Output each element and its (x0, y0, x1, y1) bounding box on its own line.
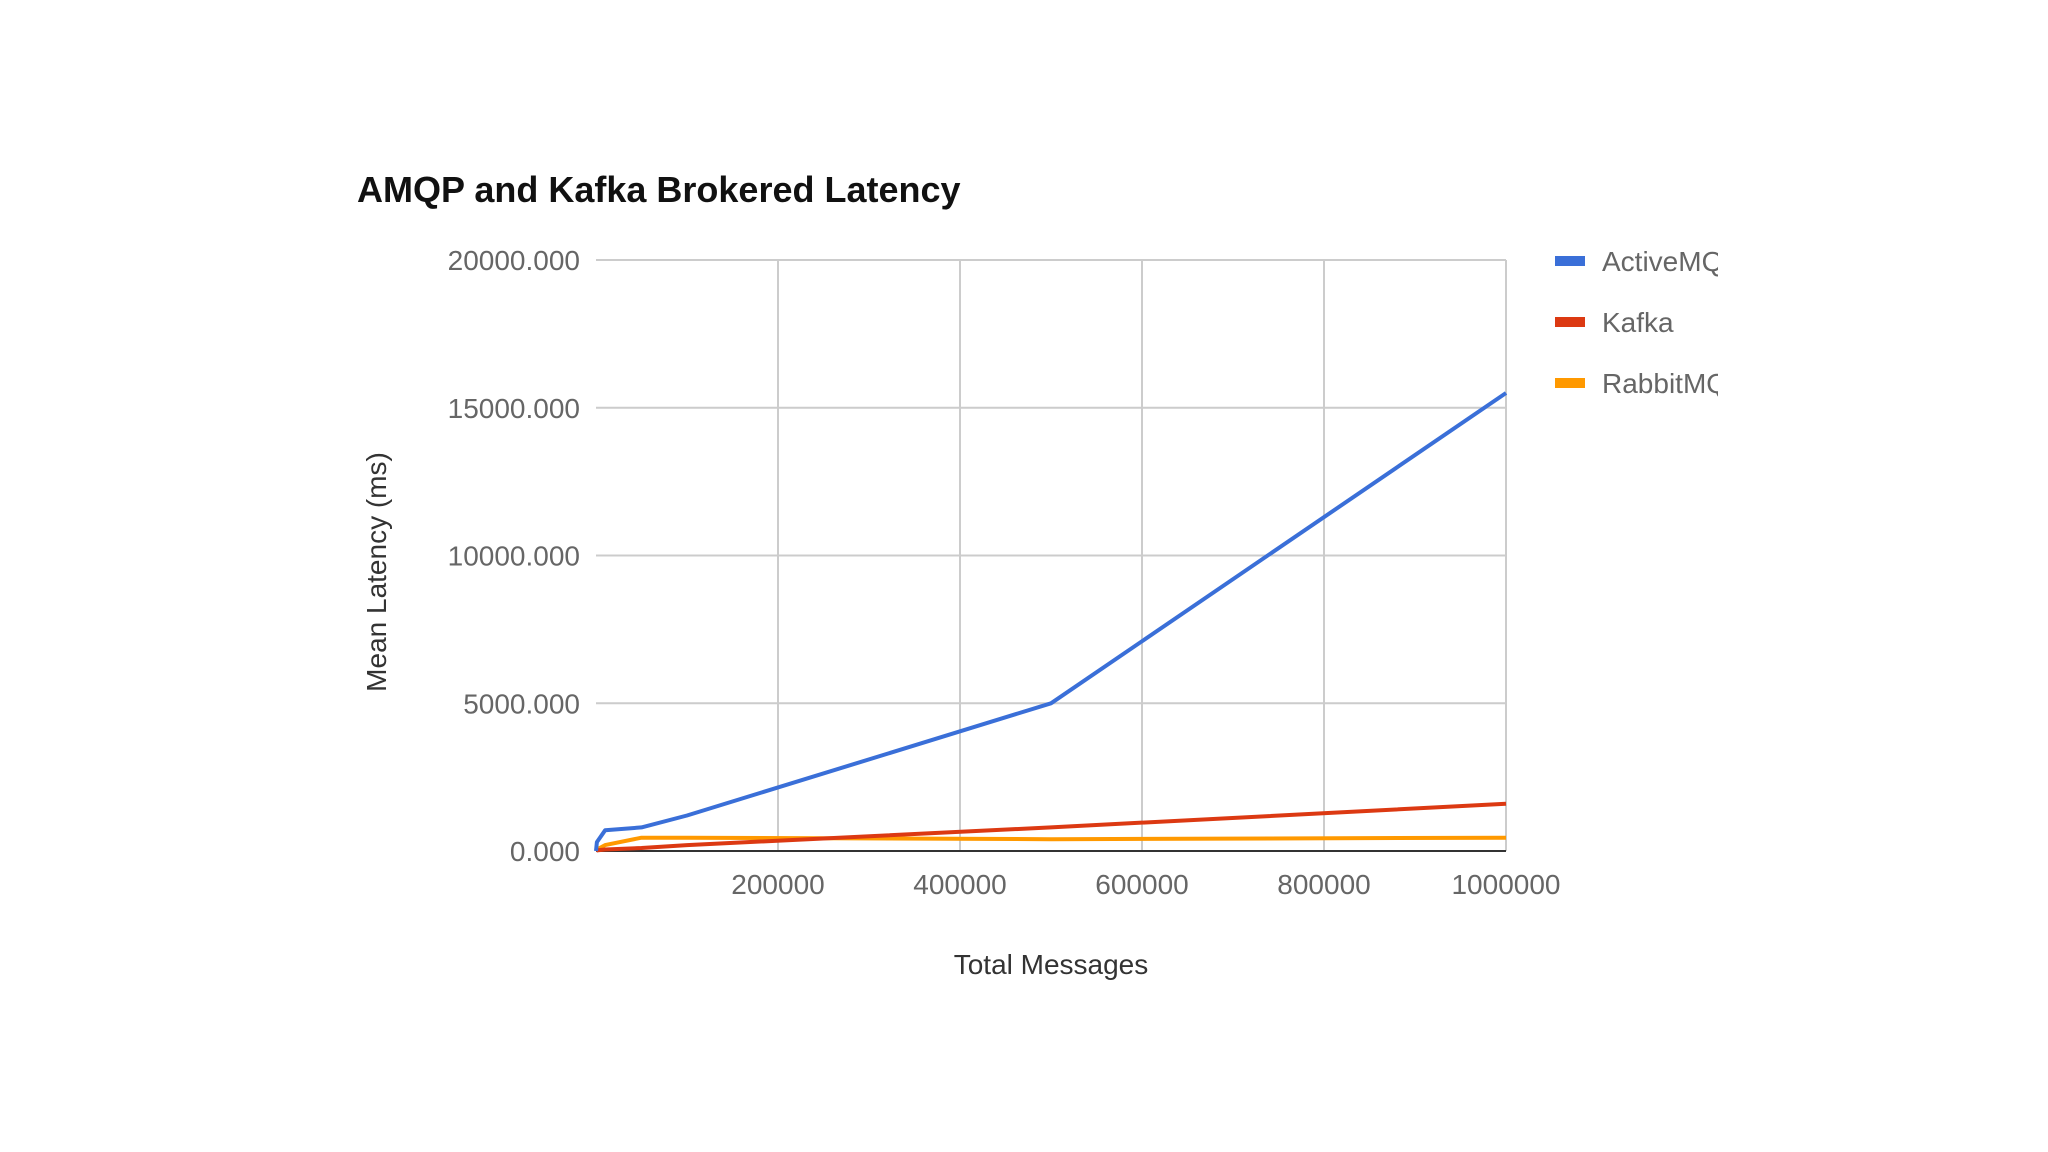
x-tick-label: 200000 (731, 869, 824, 900)
legend-label-activemq: ActiveMQ (1602, 246, 1723, 277)
x-tick-label: 1000000 (1451, 869, 1560, 900)
x-tick-label: 800000 (1277, 869, 1370, 900)
legend-items: ActiveMQ Kafka RabbitMQ (1555, 246, 1728, 399)
x-axis-title: Total Messages (954, 949, 1149, 980)
y-axis-ticks: 0.000 5000.000 10000.000 15000.000 20000.000 (448, 245, 580, 867)
legend-swatch-activemq (1555, 256, 1585, 266)
y-gridlines (596, 259, 1506, 852)
series-lines (594, 391, 1508, 853)
legend-swatch-rabbitmq (1555, 378, 1585, 388)
x-tick-label: 400000 (913, 869, 1006, 900)
y-axis-title: Mean Latency (ms) (361, 452, 392, 692)
y-tick-label: 15000.000 (448, 393, 580, 424)
y-tick-label: 10000.000 (448, 541, 580, 572)
series-line-kafka (594, 801, 1507, 853)
y-tick-label: 0.000 (510, 836, 580, 867)
y-tick-label: 20000.000 (448, 245, 580, 276)
x-tick-label: 600000 (1095, 869, 1188, 900)
chart-legend: ActiveMQ Kafka RabbitMQ (1555, 246, 1728, 399)
legend-swatch-kafka (1555, 317, 1585, 327)
legend-label-kafka: Kafka (1602, 307, 1674, 338)
chart-title: AMQP and Kafka Brokered Latency (357, 169, 961, 210)
x-axis-ticks: 200000 400000 600000 800000 1000000 (731, 869, 1560, 900)
y-tick-label: 5000.000 (463, 688, 580, 719)
legend-label-rabbitmq: RabbitMQ (1602, 368, 1728, 399)
series-line-activemq (594, 391, 1508, 852)
